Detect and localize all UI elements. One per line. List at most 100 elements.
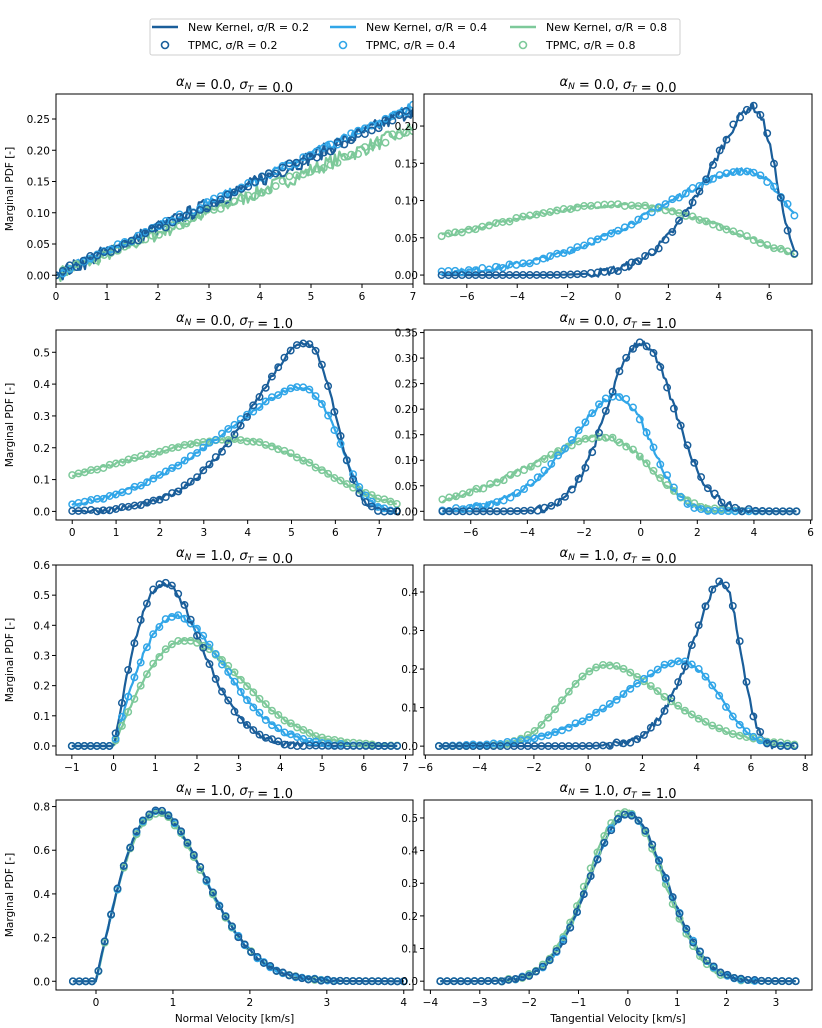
series-marker-s02 [180,600,189,609]
x-axis-label: Normal Velocity [km/s] [175,1013,294,1025]
series-line-s04 [71,385,398,513]
series-marker-s08 [614,200,622,209]
x-tick-label: 4 [400,997,407,1009]
series-marker-s02 [117,699,126,707]
series-marker-s08 [682,929,691,938]
series-marker-s04 [530,734,539,743]
series-marker-s08 [520,466,529,475]
series-marker-s02 [790,742,799,751]
series-marker-s08 [230,197,239,206]
series-marker-s02 [196,862,205,871]
series-marker-s02 [292,158,301,167]
series-marker-s08 [683,496,692,505]
y-tick-label: 0.10 [27,208,50,220]
series-marker-s02 [681,209,690,218]
series-marker-s02 [770,159,778,168]
x-tick-label: 7 [376,527,383,539]
series-marker-s08 [749,236,758,245]
series-marker-s08 [342,480,351,489]
series-marker-s02 [547,501,556,510]
series-marker-s02 [249,726,258,735]
series-marker-s02 [749,712,758,721]
series-marker-s02 [728,601,737,610]
series-marker-s02 [311,346,320,355]
series-marker-s08 [161,645,170,654]
series-marker-s08 [299,725,308,734]
series-marker-s02 [648,840,657,849]
series-marker-s02 [189,208,198,217]
series-marker-s04 [205,438,214,447]
series-marker-s08 [506,470,515,479]
series-marker-s02 [271,169,280,178]
series-marker-s04 [255,708,264,717]
series-marker-s02 [215,902,224,911]
series-marker-s04 [465,503,474,512]
series-marker-s02 [710,489,719,498]
series-marker-s08 [513,469,522,477]
series-line-s02 [438,579,795,750]
x-tick-label: 1 [104,291,111,303]
series-marker-s02 [56,271,60,280]
series-marker-s02 [199,466,208,475]
x-tick-label: 4 [693,762,700,774]
y-tick-label: 0.20 [27,145,50,157]
y-axis-label: Marginal PDF [-] [4,618,16,702]
series-marker-s02 [274,737,283,746]
series-marker-s04 [649,443,658,452]
series-marker-s02 [615,367,624,376]
series-marker-s02 [769,739,778,748]
series-marker-s02 [136,616,145,624]
series-marker-s02 [588,448,597,457]
series-marker-s04 [211,435,220,444]
series-marker-s04 [193,448,202,457]
x-tick-label: 7 [402,762,409,774]
series-marker-s04 [642,428,651,437]
y-tick-label: 0.35 [395,328,418,340]
x-tick-label: −1 [571,997,586,1009]
series-marker-s08 [669,486,678,495]
series-marker-s04 [134,231,143,240]
series-marker-s04 [564,723,573,732]
series-marker-s04 [559,249,568,258]
series-marker-s04 [566,246,575,255]
y-tick-label: 0.5 [33,347,50,359]
series-marker-s02 [236,421,245,430]
series-marker-s02 [392,507,401,516]
x-tick-label: 4 [751,527,758,539]
series-marker-s04 [634,215,643,224]
series-marker-s08 [485,221,494,230]
y-tick-label: 0.2 [401,911,418,923]
x-tick-label: −4 [423,997,439,1009]
series-marker-s08 [585,667,594,676]
series-marker-s02 [744,505,753,514]
series-marker-s04 [271,167,280,175]
series-marker-s08 [167,640,176,649]
series-marker-s08 [274,710,283,719]
y-tick-label: 0.25 [395,379,418,391]
series-marker-s02 [100,937,109,946]
series-marker-s02 [280,353,289,362]
series-marker-s02 [633,735,642,744]
series-marker-s02 [124,665,133,674]
series-marker-s08 [709,220,717,229]
y-tick-label: 0.25 [27,114,50,126]
series-marker-s08 [251,191,260,200]
series-marker-s08 [620,808,629,817]
series-marker-s08 [492,478,501,487]
x-tick-label: 2 [155,291,162,303]
series-marker-s02 [697,473,706,482]
x-tick-label: −4 [509,291,525,303]
series-marker-s04 [374,120,383,129]
y-tick-label: 0.8 [33,802,50,814]
legend-label: TPMC, σ/R = 0.2 [187,39,278,52]
y-tick-label: 0.05 [27,239,50,251]
series-marker-s08 [305,729,314,737]
series-marker-s08 [324,469,333,478]
series-marker-s04 [626,684,635,693]
series-marker-s04 [661,200,670,209]
series-marker-s08 [340,152,349,161]
y-tick-label: 0.20 [395,404,418,416]
series-marker-s04 [558,726,566,735]
series-marker-s02 [735,637,744,646]
series-marker-s02 [186,477,195,486]
